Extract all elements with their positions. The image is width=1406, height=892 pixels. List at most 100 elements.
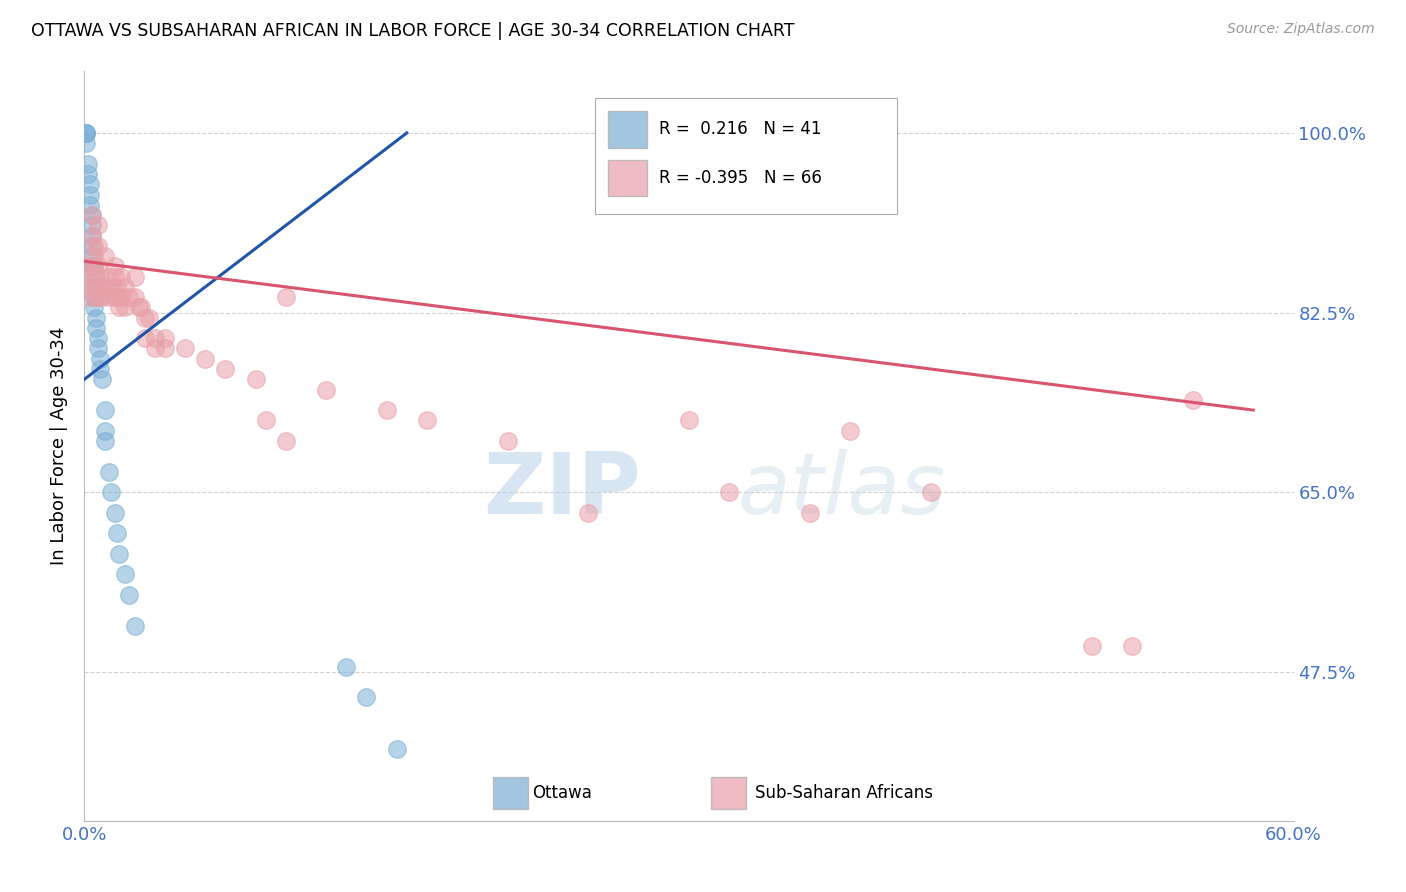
Point bbox=[77, 157, 100, 171]
Point bbox=[83, 260, 105, 274]
Point bbox=[89, 290, 111, 304]
Point bbox=[920, 485, 942, 500]
Y-axis label: In Labor Force | Age 30-34: In Labor Force | Age 30-34 bbox=[49, 326, 67, 566]
Point bbox=[83, 249, 105, 263]
Point bbox=[153, 331, 176, 345]
Point bbox=[82, 249, 104, 263]
Point bbox=[91, 372, 114, 386]
Point bbox=[79, 290, 101, 304]
Point bbox=[87, 219, 110, 233]
Point bbox=[104, 506, 127, 520]
Point bbox=[82, 260, 104, 274]
Point bbox=[245, 372, 267, 386]
Point bbox=[110, 290, 132, 304]
Point bbox=[79, 198, 101, 212]
Point bbox=[79, 187, 101, 202]
Point bbox=[75, 126, 97, 140]
FancyBboxPatch shape bbox=[607, 160, 647, 196]
Point bbox=[194, 351, 217, 366]
Point bbox=[100, 485, 122, 500]
Point bbox=[104, 290, 127, 304]
Point bbox=[107, 301, 129, 315]
Point bbox=[82, 208, 104, 222]
Point bbox=[86, 280, 108, 294]
Point bbox=[75, 126, 97, 140]
Point bbox=[82, 208, 104, 222]
FancyBboxPatch shape bbox=[607, 112, 647, 148]
Point bbox=[91, 280, 114, 294]
Text: OTTAWA VS SUBSAHARAN AFRICAN IN LABOR FORCE | AGE 30-34 CORRELATION CHART: OTTAWA VS SUBSAHARAN AFRICAN IN LABOR FO… bbox=[31, 22, 794, 40]
Point bbox=[118, 588, 141, 602]
Point bbox=[107, 547, 129, 561]
Point bbox=[79, 178, 101, 192]
Point bbox=[138, 310, 160, 325]
Point bbox=[315, 383, 337, 397]
Point bbox=[105, 280, 128, 294]
Point bbox=[87, 331, 110, 345]
Point bbox=[91, 290, 114, 304]
Point bbox=[118, 290, 141, 304]
FancyBboxPatch shape bbox=[710, 777, 745, 809]
Point bbox=[75, 126, 97, 140]
Point bbox=[134, 331, 156, 345]
Point bbox=[105, 526, 128, 541]
Point bbox=[114, 567, 136, 582]
Point bbox=[82, 219, 104, 233]
Point bbox=[416, 413, 439, 427]
Point bbox=[356, 690, 378, 705]
Point bbox=[93, 403, 115, 417]
Point bbox=[83, 269, 105, 284]
Text: ZIP: ZIP bbox=[482, 450, 641, 533]
Point bbox=[110, 269, 132, 284]
Point bbox=[86, 290, 108, 304]
Point bbox=[114, 301, 136, 315]
Point bbox=[83, 290, 105, 304]
Point bbox=[86, 269, 108, 284]
Point bbox=[174, 342, 197, 356]
Point bbox=[82, 228, 104, 243]
Text: Ottawa: Ottawa bbox=[531, 784, 592, 802]
Point bbox=[143, 331, 166, 345]
Point bbox=[1081, 639, 1104, 653]
Point bbox=[274, 290, 297, 304]
Point bbox=[214, 362, 236, 376]
Point bbox=[134, 310, 156, 325]
Point bbox=[87, 239, 110, 253]
Point bbox=[254, 413, 277, 427]
Text: atlas: atlas bbox=[737, 450, 945, 533]
Point bbox=[678, 413, 700, 427]
Point bbox=[496, 434, 519, 448]
Point bbox=[93, 249, 115, 263]
Point bbox=[79, 280, 101, 294]
Point bbox=[129, 301, 152, 315]
Point bbox=[718, 485, 741, 500]
Point bbox=[97, 465, 120, 479]
Point bbox=[97, 290, 120, 304]
Point bbox=[83, 239, 105, 253]
Point bbox=[1121, 639, 1143, 653]
Point bbox=[143, 342, 166, 356]
Point bbox=[153, 342, 176, 356]
Point bbox=[576, 506, 599, 520]
FancyBboxPatch shape bbox=[494, 777, 529, 809]
Text: Source: ZipAtlas.com: Source: ZipAtlas.com bbox=[1227, 22, 1375, 37]
Point bbox=[124, 269, 146, 284]
Point bbox=[89, 362, 111, 376]
Point bbox=[104, 269, 127, 284]
Point bbox=[77, 167, 100, 181]
Point bbox=[274, 434, 297, 448]
Point bbox=[100, 280, 122, 294]
Point bbox=[839, 424, 862, 438]
Point bbox=[799, 506, 821, 520]
Point bbox=[87, 260, 110, 274]
Point bbox=[89, 269, 111, 284]
Point bbox=[89, 351, 111, 366]
Point bbox=[1181, 392, 1204, 407]
Point bbox=[82, 239, 104, 253]
Point bbox=[104, 260, 127, 274]
Point bbox=[86, 310, 108, 325]
Point bbox=[87, 342, 110, 356]
Point bbox=[97, 269, 120, 284]
Point bbox=[93, 424, 115, 438]
Point bbox=[93, 434, 115, 448]
